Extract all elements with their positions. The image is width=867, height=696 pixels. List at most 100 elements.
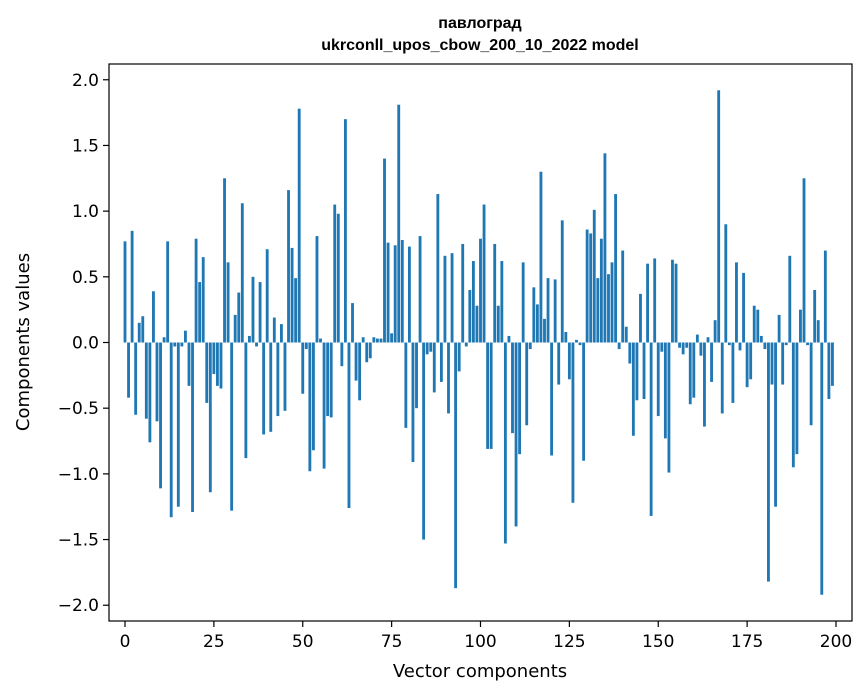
y-tick-label: −1.5 <box>58 531 99 551</box>
bar-182 <box>770 342 774 385</box>
bar-74 <box>386 242 390 343</box>
bar-173 <box>738 342 742 351</box>
bar-69 <box>368 342 372 359</box>
bar-114 <box>528 342 532 350</box>
bar-0 <box>123 241 127 343</box>
bar-186 <box>784 342 788 346</box>
bar-81 <box>411 342 415 463</box>
bar-99 <box>475 305 479 343</box>
bar-45 <box>283 342 287 411</box>
bar-54 <box>315 236 319 343</box>
bar-199 <box>831 342 834 386</box>
bar-166 <box>713 320 717 343</box>
bar-106 <box>500 261 504 343</box>
bar-142 <box>628 342 632 364</box>
bar-86 <box>429 342 433 352</box>
x-tick-label: 100 <box>464 632 496 652</box>
bar-148 <box>649 342 653 516</box>
bar-47 <box>290 247 294 343</box>
bar-7 <box>148 342 152 443</box>
bar-46 <box>287 190 290 343</box>
bar-158 <box>685 342 689 348</box>
bar-104 <box>493 243 497 343</box>
bar-27 <box>219 342 223 389</box>
bar-138 <box>614 194 618 343</box>
y-tick-label: −1.0 <box>58 465 99 485</box>
bar-155 <box>674 263 678 343</box>
bar-87 <box>432 342 436 393</box>
bar-93 <box>454 342 458 589</box>
bar-11 <box>162 337 166 343</box>
bar-139 <box>617 342 621 350</box>
bar-30 <box>230 342 234 511</box>
bar-65 <box>354 342 358 381</box>
bar-68 <box>365 342 369 363</box>
bar-41 <box>269 342 273 432</box>
bar-60 <box>336 213 340 343</box>
bar-183 <box>774 342 777 507</box>
bar-144 <box>635 342 639 401</box>
bar-197 <box>823 250 827 343</box>
bar-185 <box>781 342 785 385</box>
bar-31 <box>233 314 237 343</box>
y-axis-label: Components values <box>13 253 34 431</box>
bar-39 <box>262 342 266 435</box>
bar-64 <box>351 303 354 343</box>
bar-134 <box>599 238 603 343</box>
bar-105 <box>496 305 500 343</box>
bar-198 <box>827 342 831 399</box>
bar-6 <box>144 342 148 419</box>
bar-117 <box>539 171 543 343</box>
bar-37 <box>255 342 258 347</box>
bar-121 <box>553 279 557 343</box>
bar-61 <box>340 342 344 367</box>
bar-13 <box>169 342 173 518</box>
y-tick-label: 0.0 <box>72 334 99 354</box>
bar-62 <box>343 119 347 343</box>
bar-109 <box>511 342 514 434</box>
bar-78 <box>400 240 404 343</box>
bar-19 <box>191 342 194 512</box>
bar-16 <box>180 342 184 347</box>
bar-20 <box>194 238 198 343</box>
bar-116 <box>535 304 539 343</box>
bar-49 <box>297 108 301 343</box>
bar-48 <box>294 278 298 343</box>
bar-140 <box>621 250 625 343</box>
bar-73 <box>383 158 386 343</box>
bar-174 <box>742 272 745 343</box>
bar-71 <box>375 338 379 343</box>
bar-80 <box>407 246 411 343</box>
bar-2 <box>130 230 134 343</box>
bars-group <box>123 90 834 595</box>
bar-94 <box>457 342 461 372</box>
bar-130 <box>585 229 589 343</box>
bar-128 <box>578 342 582 346</box>
bar-136 <box>607 274 610 343</box>
bar-36 <box>251 276 255 343</box>
bar-66 <box>358 342 362 401</box>
bar-25 <box>212 342 216 375</box>
bar-53 <box>311 342 315 451</box>
bar-100 <box>479 238 482 343</box>
bar-177 <box>752 305 756 343</box>
bar-32 <box>237 292 241 343</box>
bar-96 <box>464 342 468 347</box>
bar-90 <box>443 255 447 343</box>
chart-subtitle: ukrconll_upos_cbow_200_10_2022 model <box>321 37 638 54</box>
bar-127 <box>575 339 578 343</box>
bar-57 <box>326 342 330 417</box>
bar-151 <box>660 342 664 352</box>
bar-52 <box>308 342 312 472</box>
bar-101 <box>482 204 486 343</box>
bar-42 <box>272 317 276 343</box>
bar-107 <box>503 342 507 544</box>
bar-110 <box>514 342 518 527</box>
bar-141 <box>624 326 628 343</box>
bar-195 <box>816 320 820 343</box>
bar-153 <box>667 342 671 473</box>
bar-137 <box>610 262 614 343</box>
bar-95 <box>461 243 465 343</box>
x-tick-label: 0 <box>120 632 131 652</box>
bar-21 <box>198 282 202 343</box>
